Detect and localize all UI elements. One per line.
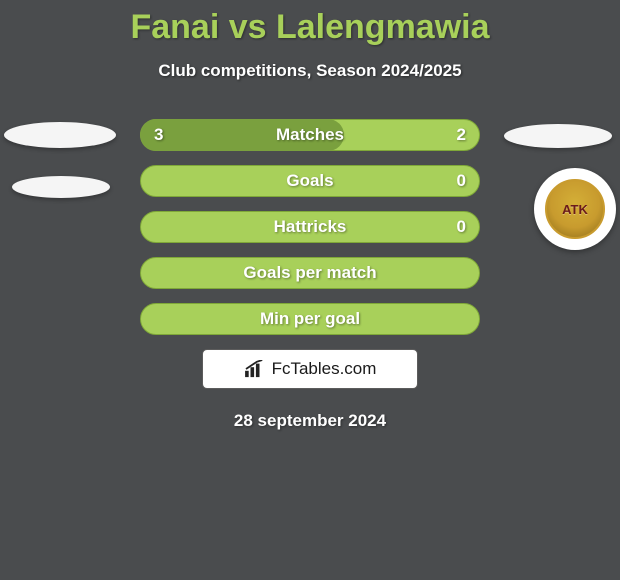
date: 28 september 2024 — [0, 411, 620, 431]
right-player-oval — [504, 124, 612, 148]
brand-text: FcTables.com — [272, 359, 377, 379]
chart-icon — [244, 360, 266, 378]
bar-right-value: 0 — [457, 211, 466, 243]
left-player-oval-1 — [4, 122, 116, 148]
right-player-placeholders: ATK — [504, 124, 616, 250]
club-badge: ATK — [534, 168, 616, 250]
subtitle: Club competitions, Season 2024/2025 — [0, 61, 620, 81]
bar-goals-per-match: Goals per match — [140, 257, 480, 289]
bar-right-value: 0 — [457, 165, 466, 197]
page-title: Fanai vs Lalengmawia — [0, 0, 620, 47]
left-player-oval-2 — [12, 176, 110, 198]
club-badge-text: ATK — [545, 179, 605, 239]
left-player-placeholders — [4, 122, 116, 198]
bar-label: Min per goal — [140, 303, 480, 335]
bar-goals: Goals 0 — [140, 165, 480, 197]
bar-min-per-goal: Min per goal — [140, 303, 480, 335]
bar-right-value: 2 — [457, 119, 466, 151]
bar-label: Matches — [140, 119, 480, 151]
bar-matches: 3 Matches 2 — [140, 119, 480, 151]
bar-hattricks: Hattricks 0 — [140, 211, 480, 243]
bar-label: Goals — [140, 165, 480, 197]
brand-box[interactable]: FcTables.com — [202, 349, 418, 389]
bar-label: Hattricks — [140, 211, 480, 243]
bar-label: Goals per match — [140, 257, 480, 289]
